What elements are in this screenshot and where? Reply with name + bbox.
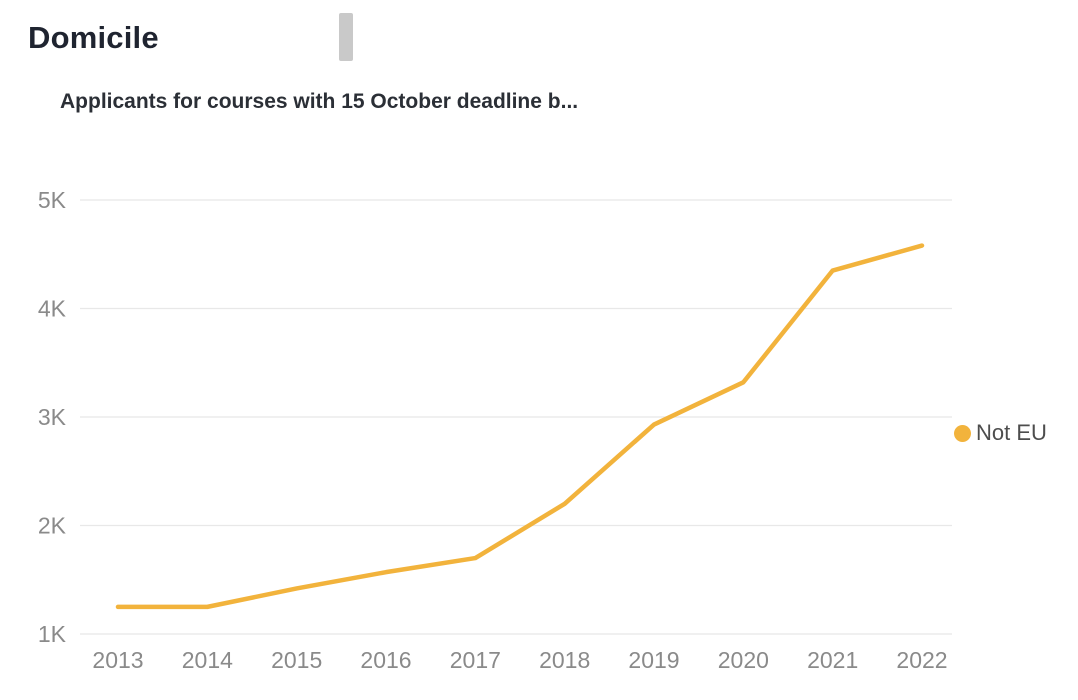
chart-title: Applicants for courses with 15 October d…: [60, 90, 579, 113]
x-axis-tick-label: 2015: [271, 647, 322, 673]
x-axis-tick-label: 2013: [92, 647, 143, 673]
y-axis-tick-label: 5K: [38, 187, 67, 213]
x-axis-tick-label: 2020: [718, 647, 769, 673]
scrollbar-thumb[interactable]: [339, 13, 353, 61]
x-axis-tick-label: 2022: [896, 647, 947, 673]
x-axis-tick-label: 2021: [807, 647, 858, 673]
series-line[interactable]: [115, 243, 925, 610]
x-axis-tick-label: 2018: [539, 647, 590, 673]
legend-marker-icon: [954, 424, 971, 442]
y-axis-tick-label: 4K: [38, 296, 67, 322]
y-axis-tick-label: 2K: [38, 513, 67, 539]
x-axis-tick-label: 2017: [450, 647, 501, 673]
x-axis-tick-label: 2016: [360, 647, 411, 673]
x-axis-tick-label: 2014: [182, 647, 233, 673]
legend-item-not-eu[interactable]: Not EU: [954, 420, 1047, 446]
legend-label: Not EU: [976, 420, 1047, 445]
y-axis-tick-label: 1K: [38, 621, 67, 647]
page-title: Domicile: [28, 20, 159, 55]
x-axis-tick-label: 2019: [628, 647, 679, 673]
chart-plot-area[interactable]: 1K 2K 3K 4K 5K 2013 2014 2015 2016 2017 2018 2019 20…: [0, 150, 1078, 700]
y-axis-tick-label: 3K: [38, 404, 67, 430]
